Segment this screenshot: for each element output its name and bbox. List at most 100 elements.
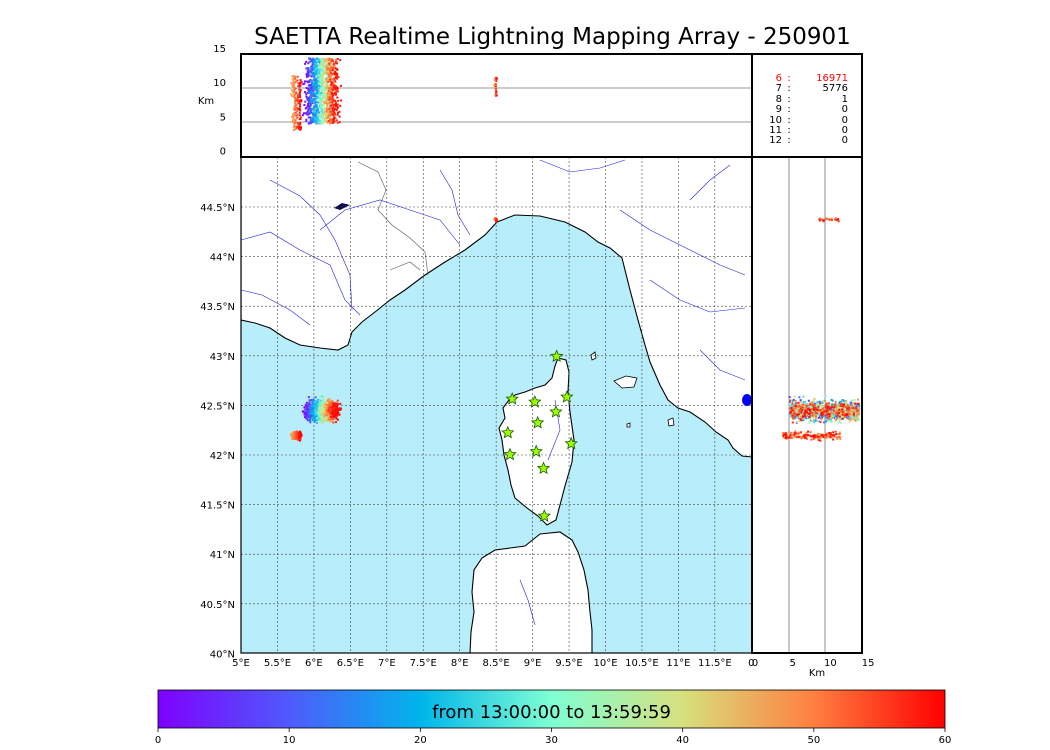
- station-count-list: 6: 16971 7: 5776 8: 1 9: 0 10: 0 11: 0 12: 0: [758, 73, 854, 147]
- lat-tick-label: 41°N: [210, 550, 235, 561]
- mainland-coast: [241, 157, 752, 458]
- station-count-row: 11: 0: [758, 125, 854, 137]
- lat-tick-label: 41.5°N: [200, 501, 235, 512]
- station-count-value: 0: [841, 104, 848, 116]
- km-axis-label: Km: [809, 668, 825, 679]
- sardinia-coast: [469, 531, 593, 653]
- alt-tick-label: 10: [213, 78, 226, 89]
- station-star-icon: [537, 509, 552, 522]
- station-star-icon: [501, 425, 515, 439]
- station-star-icon: [503, 447, 517, 461]
- lon-tick-label: 7°E: [378, 658, 396, 669]
- lon-tick-label: 9°E: [524, 658, 542, 669]
- colorbar-tick-label: 10: [283, 735, 296, 746]
- station-count-value: 0: [841, 125, 848, 137]
- lightning-sources: [289, 216, 498, 442]
- lat-tick-label: 40°N: [210, 649, 235, 660]
- lon-tick-label: 8.5°E: [483, 658, 510, 669]
- station-count-sep: :: [787, 104, 791, 116]
- station-star-icon: [528, 394, 542, 408]
- station-star-icon: [536, 461, 551, 475]
- altitude-lon-panel: [240, 53, 753, 158]
- station-count-key: 9: [775, 104, 782, 116]
- colorbar-ticks: 0 10 20 30 40 50 60: [155, 728, 952, 746]
- station-count-key: 10: [769, 114, 782, 126]
- lon-tick-label: 0: [748, 658, 754, 669]
- station-count-sep: :: [787, 83, 791, 95]
- lightning-altitude-lon: [289, 57, 498, 132]
- station-count-key: 11: [769, 125, 782, 137]
- lat-tick-label: 40.5°N: [200, 600, 235, 611]
- station-markers: [501, 349, 752, 522]
- station-count-value: 16971: [816, 73, 848, 84]
- elba-island: [613, 375, 638, 389]
- lon-tick-label: 5.5°E: [264, 658, 291, 669]
- lon-tick-label: 7.5°E: [410, 658, 437, 669]
- alt-tick-label: 15: [213, 44, 226, 55]
- km-tick-label: 5: [790, 658, 796, 669]
- station-count-value: 0: [841, 114, 848, 126]
- colorbar-tick-label: 40: [676, 735, 689, 746]
- station-count-key: 8: [775, 93, 782, 105]
- station-star-icon: [560, 390, 574, 403]
- station-count-key: 12: [769, 135, 782, 147]
- alt-axis-label: Km: [198, 96, 214, 107]
- lat-tick-label: 44°N: [210, 253, 235, 264]
- station-star-icon: [529, 444, 543, 458]
- network-center-marker: [742, 394, 752, 406]
- lon-tick-label: 8°E: [451, 658, 469, 669]
- lightning-altitude-lat: [781, 216, 861, 442]
- station-count-sep: :: [787, 114, 791, 126]
- lake-geneva: [334, 203, 350, 210]
- station-star-icon: [531, 415, 545, 429]
- axis-tick-labels: Km Km 5°E 5.5°E 6°E 6.5°E 7°E 7.5°E 8°E 8.5°E 9°…: [198, 44, 875, 679]
- lon-tick-label: 6.5°E: [337, 658, 364, 669]
- alt-tick-label: 5: [220, 112, 226, 123]
- station-count-sep: :: [787, 125, 791, 137]
- station-count-row: 6: 16971: [758, 73, 854, 84]
- giglio-island: [667, 417, 675, 427]
- time-colorbar: 0 10 20 30 40 50 60: [155, 689, 952, 746]
- lon-tick-label: 11°E: [666, 658, 690, 669]
- lon-tick-label: 6°E: [305, 658, 323, 669]
- station-count-value: 1: [841, 93, 848, 105]
- colorbar-tick-label: 30: [545, 735, 558, 746]
- corsica-coast: [498, 357, 575, 526]
- station-count-value: 5776: [822, 83, 848, 95]
- km-tick-label: 10: [824, 658, 837, 669]
- station-count-key: 7: [775, 83, 782, 95]
- montecristo-island: [626, 422, 631, 428]
- station-count-row: 7: 5776: [758, 83, 854, 95]
- station-count-row: 8: 1: [758, 93, 854, 105]
- station-count-panel: [751, 53, 863, 158]
- station-star-icon: [550, 349, 564, 363]
- plan-view-map: [240, 156, 753, 654]
- station-star-icon: [549, 404, 563, 418]
- station-count-sep: :: [787, 93, 791, 105]
- station-count-key: 6: [775, 73, 782, 84]
- lat-tick-label: 43°N: [210, 352, 235, 363]
- colorbar-tick-label: 50: [807, 735, 820, 746]
- colorbar-tick-label: 0: [155, 735, 161, 746]
- lat-tick-label: 44.5°N: [200, 203, 235, 214]
- station-count-row: 9: 0: [758, 104, 854, 116]
- station-count-sep: :: [787, 73, 791, 84]
- station-count-value: 0: [841, 135, 848, 147]
- map-title: SAETTA Realtime Lightning Mapping Array …: [254, 24, 851, 50]
- station-count-sep: :: [787, 135, 791, 147]
- station-star-icon: [505, 391, 519, 405]
- lon-tick-label: 10.5°E: [625, 658, 659, 669]
- station-count-row: 10: 0: [758, 114, 854, 126]
- altitude-lat-panel: [751, 156, 863, 654]
- km-tick-label: 15: [862, 658, 875, 669]
- alt-tick-label: 0: [220, 147, 226, 158]
- colorbar-tick-label: 60: [939, 735, 952, 746]
- lon-tick-label: 9.5°E: [555, 658, 582, 669]
- lat-tick-label: 43.5°N: [200, 302, 235, 313]
- lon-tick-label: 11.5°E: [698, 658, 732, 669]
- km-tick-label: 0: [752, 658, 758, 669]
- lat-tick-label: 42.5°N: [200, 401, 235, 412]
- lon-tick-label: 5°E: [232, 658, 250, 669]
- station-count-row: 12: 0: [758, 135, 854, 147]
